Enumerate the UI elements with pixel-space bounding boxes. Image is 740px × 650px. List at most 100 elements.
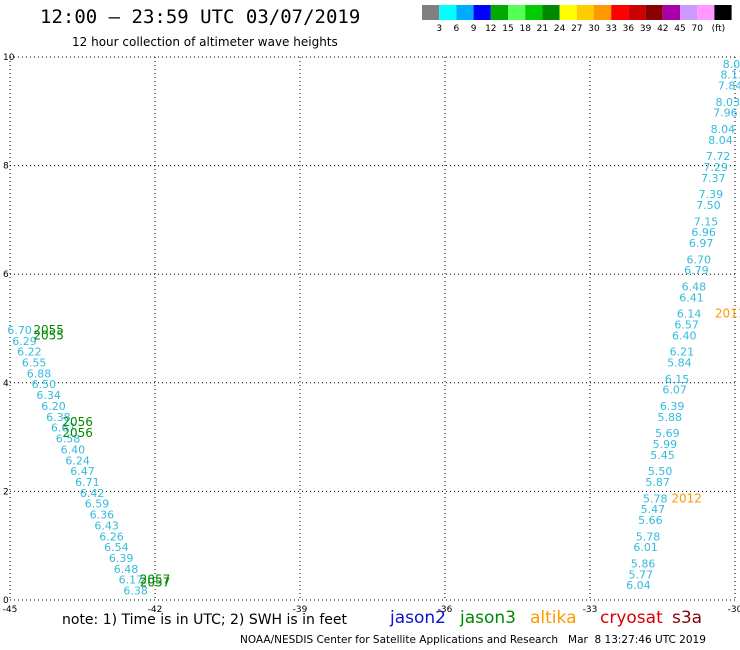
- legend-tick-label: 70: [691, 24, 703, 34]
- pass-time-label: 2057: [140, 573, 171, 587]
- y-tick-label: 10: [3, 53, 15, 63]
- wave-height-label: 6.88: [27, 367, 52, 380]
- legend-swatch: [697, 5, 715, 20]
- legend-tick-label: 15: [502, 24, 513, 34]
- legend-tick-label: 3: [436, 24, 442, 34]
- wave-height-label: 7.84: [718, 80, 740, 93]
- wave-height-label: 5.66: [638, 514, 663, 527]
- legend-swatch: [645, 5, 663, 20]
- wave-height-label: 6.07: [662, 384, 687, 397]
- x-tick-label: -45: [3, 605, 18, 615]
- wave-height-label: 6.71: [75, 476, 100, 489]
- wave-height-label: 5.78: [643, 492, 668, 505]
- wave-height-label: 6.70: [687, 253, 712, 266]
- wave-height-label: 6.54: [104, 541, 129, 554]
- wave-height-label: 6.39: [109, 552, 134, 565]
- x-tick-label: -30: [728, 605, 740, 615]
- wave-height-label: 6.34: [36, 389, 61, 402]
- satellite-label-s3a: s3a: [672, 608, 703, 628]
- wave-height-label: 6.59: [85, 498, 110, 511]
- wave-height-label: 6.40: [672, 329, 697, 342]
- wave-height-label: 6.39: [660, 400, 685, 413]
- pass-time-label: 2057: [140, 575, 171, 589]
- wave-height-label: 6.58: [56, 433, 81, 446]
- pass-time-label: 2055: [33, 323, 64, 337]
- legend-swatch: [456, 5, 474, 20]
- y-tick-label: 4: [3, 379, 9, 389]
- wave-height-label: 8.07: [723, 58, 740, 71]
- data-marks: 6.045.775.866.015.785.665.475.785.875.50…: [7, 58, 740, 598]
- pass-time-label: 2055: [33, 328, 64, 342]
- wave-height-label: 8.04: [708, 134, 733, 147]
- wave-height-label: 6.43: [94, 519, 119, 532]
- legend-swatch: [422, 5, 440, 20]
- legend-tick-label: 18: [519, 24, 531, 34]
- legend-tick-label: 9: [471, 24, 477, 34]
- wave-height-label: 5.86: [631, 557, 656, 570]
- wave-height-label: 5.78: [636, 530, 661, 543]
- legend-swatch: [525, 5, 543, 20]
- wave-height-label: 6.70: [7, 324, 32, 337]
- x-tick-label: -42: [148, 605, 163, 615]
- wave-height-label: 6.38: [46, 411, 71, 424]
- y-tick-label: 0: [3, 596, 9, 606]
- legend-swatch: [611, 5, 629, 20]
- legend-swatch: [680, 5, 698, 20]
- legend-tick-label: 12: [485, 24, 496, 34]
- legend-tick-label: 27: [571, 24, 582, 34]
- wave-height-label: 8.04: [711, 123, 736, 136]
- wave-height-label: 5.88: [658, 411, 683, 424]
- pass-time-label: 2011: [715, 307, 740, 321]
- legend-tick-label: 45: [674, 24, 685, 34]
- legend-swatch: [594, 5, 612, 20]
- wave-height-label: 6.41: [679, 291, 704, 304]
- legend-swatch: [628, 5, 646, 20]
- wave-height-label: 6.15: [665, 373, 690, 386]
- wave-height-label: 6.04: [626, 579, 651, 592]
- legend-swatch: [714, 5, 732, 20]
- legend-tick-label: 42: [657, 24, 668, 34]
- wave-height-label: 8.03: [716, 96, 740, 109]
- legend-swatch: [576, 5, 594, 20]
- wave-height-label: 6.96: [691, 226, 716, 239]
- legend-swatch: [542, 5, 560, 20]
- wave-height-label: 6.55: [22, 357, 47, 370]
- wave-height-label: 7.50: [696, 199, 721, 212]
- wave-height-label: 7.29: [703, 161, 728, 174]
- satellite-label-jason3: jason3: [460, 608, 516, 628]
- wave-height-label: 7.15: [694, 215, 719, 228]
- wave-height-label: 8.13: [720, 69, 740, 82]
- legend-tick-label: 21: [537, 24, 548, 34]
- legend-swatch: [662, 5, 680, 20]
- wave-height-label: 6.21: [670, 346, 695, 359]
- wave-height-label: 6.29: [12, 335, 37, 348]
- wave-height-label: 5.50: [648, 465, 673, 478]
- plot-grid: [9, 56, 736, 601]
- y-tick-label: 6: [3, 270, 9, 280]
- wave-height-label: 6.42: [80, 487, 105, 500]
- legend-tick-label: 24: [554, 24, 566, 34]
- legend-tick-label: 39: [640, 24, 652, 34]
- credit-line: NOAA/NESDIS Center for Satellite Applica…: [240, 634, 706, 646]
- wave-height-label: 6.36: [90, 509, 115, 522]
- wave-height-label: 5.45: [650, 449, 675, 462]
- color-scale-legend: 3 6 9 12 15 18 21 24 27 30 33 36 39 42 45 70 (ft): [422, 5, 732, 34]
- wave-height-label: 6.50: [32, 378, 57, 391]
- legend-swatch: [473, 5, 491, 20]
- pass-time-label: 2012: [671, 491, 702, 505]
- pass-time-label: 2056: [62, 415, 93, 429]
- wave-height-label: 6.57: [674, 319, 699, 332]
- wave-height-label: 6.40: [61, 443, 86, 456]
- wave-height-label: 7.96: [713, 107, 738, 120]
- wave-height-label: 6.79: [684, 264, 709, 277]
- legend-tick-label: (ft): [712, 24, 726, 34]
- wave-height-label: 5.77: [629, 568, 654, 581]
- wave-height-label: 6.17: [119, 574, 144, 587]
- legend-swatch: [508, 5, 526, 20]
- wave-height-label: 6.01: [633, 541, 658, 554]
- satellite-label-cryosat: cryosat: [600, 608, 663, 628]
- wave-height-label: 6.97: [689, 237, 714, 250]
- legend-tick-label: 33: [605, 24, 616, 34]
- wave-height-label: 6.48: [114, 563, 139, 576]
